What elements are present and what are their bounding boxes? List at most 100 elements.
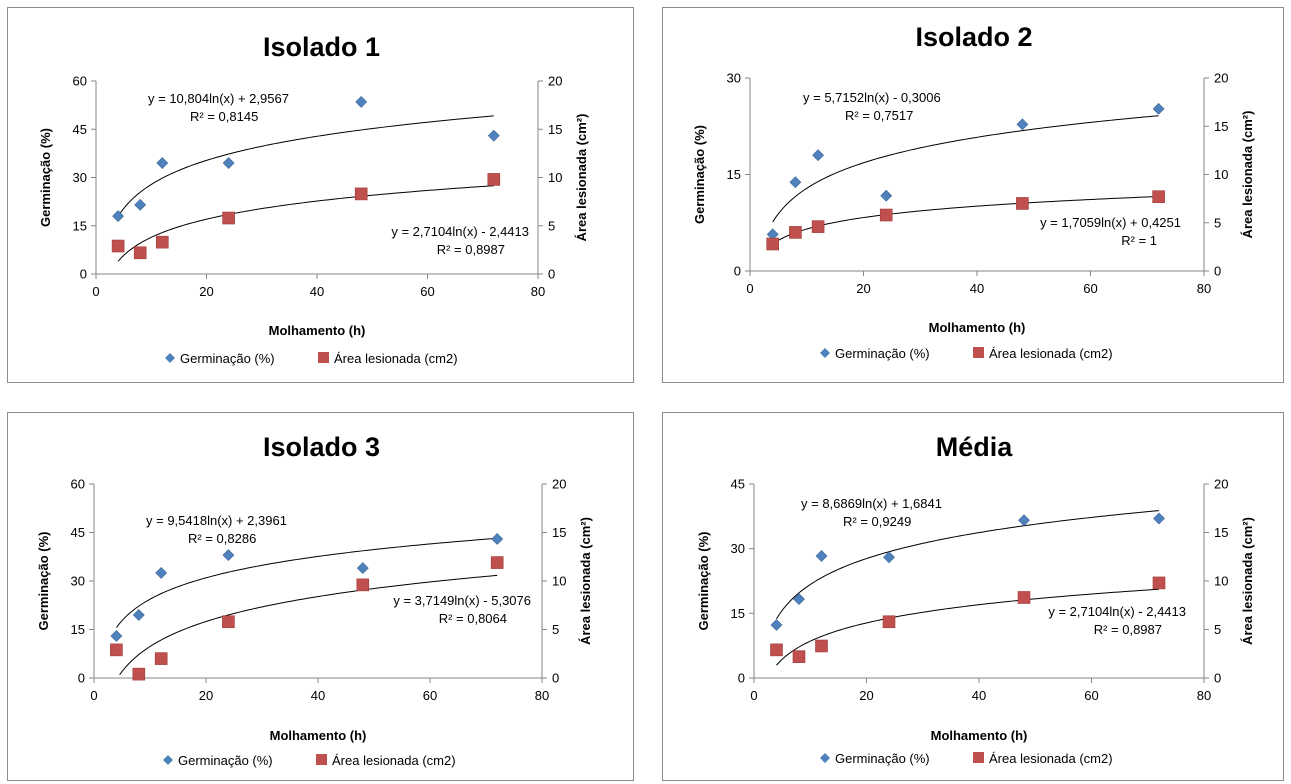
- y-tick-label: 0: [80, 267, 87, 282]
- y-tick-label: 60: [71, 477, 85, 492]
- data-point-area: [487, 173, 501, 186]
- chart-title: Isolado 2: [915, 22, 1032, 52]
- x-tick-label: 80: [535, 688, 549, 703]
- data-point-area: [811, 220, 825, 233]
- data-point-germinacao: [110, 630, 123, 642]
- trendline-germinacao: [117, 115, 494, 217]
- trendline-germinacao: [116, 537, 498, 628]
- data-point-area: [815, 639, 828, 653]
- chart-title: Isolado 1: [263, 32, 380, 62]
- data-point-germinacao: [789, 176, 802, 189]
- legend-label-area: Área lesionada (cm2): [332, 753, 456, 768]
- y-axis-title: Germinação (%): [696, 532, 711, 631]
- y-tick-label: 0: [78, 671, 85, 686]
- legend-label-germinacao: Germinação (%): [180, 351, 275, 366]
- trend-r2: R² = 0,8987: [1094, 622, 1162, 637]
- data-point-germinacao: [1153, 512, 1165, 525]
- trendline-area: [119, 574, 498, 676]
- y-tick-label: 0: [738, 671, 745, 686]
- y2-tick-label: 10: [552, 574, 566, 589]
- data-point-germinacao: [355, 95, 368, 108]
- y2-tick-label: 20: [552, 477, 566, 492]
- y-tick-label: 30: [727, 71, 741, 86]
- x-tick-label: 20: [856, 281, 870, 296]
- y2-tick-label: 15: [548, 122, 562, 137]
- y2-tick-label: 15: [1214, 525, 1228, 540]
- trend-r2: R² = 0,7517: [845, 108, 913, 123]
- chart-panel-2: Isolado 2 0 15 30 0 5 10 15 20 0 20 40 60 80 Molhament…: [662, 7, 1284, 383]
- y-tick-label: 15: [727, 167, 741, 182]
- y-tick-label: 30: [73, 170, 87, 185]
- trendline-area: [772, 196, 1159, 245]
- y-tick-label: 45: [73, 122, 87, 137]
- y2-tick-label: 20: [548, 74, 562, 89]
- data-point-germinacao: [812, 149, 825, 162]
- trend-r2: R² = 0,9249: [843, 514, 911, 529]
- data-point-area: [354, 187, 368, 201]
- data-point-area: [792, 650, 806, 663]
- x-tick-label: 40: [311, 688, 325, 703]
- data-point-germinacao: [222, 157, 235, 169]
- x-tick-label: 80: [531, 284, 545, 299]
- y2-tick-label: 15: [1214, 119, 1228, 134]
- data-point-germinacao: [815, 550, 828, 562]
- data-point-area: [133, 246, 147, 260]
- legend-marker-germinacao: [820, 348, 830, 358]
- trendline-area: [776, 588, 1160, 666]
- trend-equation: y = 3,7149ln(x) - 5,3076: [393, 593, 531, 608]
- data-point-area: [1016, 197, 1029, 210]
- data-point-germinacao: [793, 593, 805, 606]
- y2-tick-label: 5: [1214, 215, 1221, 230]
- x-tick-label: 40: [310, 284, 324, 299]
- y2-tick-label: 20: [1214, 71, 1228, 86]
- legend-label-area: Área lesionada (cm2): [989, 751, 1113, 766]
- data-point-area: [490, 556, 504, 569]
- trendline-germinacao: [776, 510, 1160, 620]
- data-point-germinacao: [156, 157, 169, 169]
- y2-tick-label: 5: [548, 218, 555, 233]
- data-point-area: [110, 643, 123, 657]
- data-point-area: [222, 211, 235, 225]
- data-point-germinacao: [883, 551, 895, 564]
- data-point-area: [1017, 591, 1031, 604]
- trend-r2: R² = 1: [1121, 233, 1157, 248]
- data-point-germinacao: [134, 198, 147, 211]
- chart-title: Isolado 3: [263, 432, 380, 462]
- data-point-area: [770, 643, 783, 657]
- legend-label-area: Área lesionada (cm2): [989, 346, 1113, 361]
- legend-marker-germinacao: [165, 353, 175, 363]
- y2-tick-label: 10: [1214, 574, 1228, 589]
- data-point-germinacao: [1152, 102, 1165, 115]
- trend-r2: R² = 0,8286: [188, 531, 256, 546]
- chart-panel-1: Isolado 1 0 15 30 45 60 0 5 10 15 20 0 20 40 60 80 Molha…: [7, 7, 634, 383]
- data-point-germinacao: [491, 533, 504, 545]
- y2-tick-label: 15: [552, 525, 566, 540]
- y2-axis-title: Área lesionada (cm²): [1240, 111, 1255, 239]
- y-tick-label: 15: [731, 606, 745, 621]
- trend-r2: R² = 0,8145: [190, 109, 258, 124]
- y-tick-label: 30: [71, 574, 85, 589]
- y2-axis-title: Área lesionada (cm²): [1240, 517, 1255, 645]
- x-tick-label: 40: [970, 281, 984, 296]
- data-point-germinacao: [132, 609, 145, 621]
- y2-tick-label: 0: [1214, 264, 1221, 279]
- y2-axis-title: Área lesionada (cm²): [578, 517, 593, 645]
- x-tick-label: 80: [1197, 688, 1211, 703]
- x-tick-label: 60: [420, 284, 434, 299]
- data-point-area: [156, 235, 169, 249]
- x-axis-title: Molhamento (h): [931, 728, 1028, 743]
- legend-label-area: Área lesionada (cm2): [334, 351, 458, 366]
- y-axis-title: Germinação (%): [36, 532, 51, 631]
- chart-panel-4: Média 0 15 30 45 0 5 10 15 20 0 20 40 60 80 Molhamento …: [662, 412, 1284, 781]
- data-point-germinacao: [487, 129, 500, 142]
- trend-equation: y = 1,7059ln(x) + 0,4251: [1040, 215, 1181, 230]
- legend-marker-area: [318, 352, 329, 363]
- trend-equation: y = 2,7104ln(x) - 2,4413: [1048, 604, 1186, 619]
- trend-r2: R² = 0,8064: [439, 611, 507, 626]
- data-point-area: [789, 226, 802, 239]
- x-tick-label: 60: [1084, 688, 1098, 703]
- data-point-area: [154, 652, 168, 665]
- data-point-area: [1152, 190, 1165, 203]
- y2-tick-label: 0: [1214, 671, 1221, 686]
- y2-tick-label: 0: [552, 671, 559, 686]
